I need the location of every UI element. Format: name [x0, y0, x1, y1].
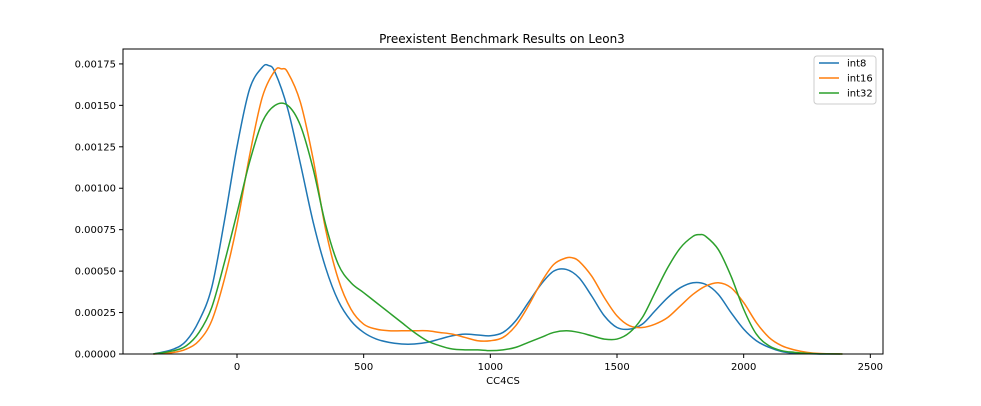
series-line-int32 — [153, 102, 843, 355]
series-line-int8 — [153, 63, 840, 355]
legend-box — [813, 55, 877, 105]
y-tick-label: 0.00125 — [75, 142, 116, 153]
legend: int8 int16 int32 — [813, 55, 877, 105]
series-line-int16 — [153, 67, 843, 355]
x-tick-label: 500 — [354, 362, 373, 373]
y-axis: 0.00000 0.00025 0.00050 0.00075 0.00100 0.001… — [75, 59, 123, 361]
y-tick-label: 0.00000 — [75, 350, 116, 361]
x-tick-label: 2500 — [858, 362, 883, 373]
chart-title: Preexistent Benchmark Results on Leon3 — [379, 32, 625, 46]
x-tick-label: 1000 — [478, 362, 503, 373]
y-tick-label: 0.00150 — [75, 101, 116, 112]
x-axis: 0 500 1000 1500 2000 2500 — [234, 354, 883, 373]
x-axis-label: CC4CS — [486, 376, 520, 387]
legend-label-int32: int32 — [847, 89, 873, 100]
x-tick-label: 0 — [234, 362, 240, 373]
x-tick-label: 1500 — [604, 362, 629, 373]
y-tick-label: 0.00075 — [75, 225, 116, 236]
y-tick-label: 0.00175 — [75, 59, 116, 70]
y-tick-label: 0.00100 — [75, 184, 116, 195]
y-tick-label: 0.00050 — [75, 267, 116, 278]
legend-label-int16: int16 — [847, 74, 873, 85]
y-tick-label: 0.00025 — [75, 308, 116, 319]
axes-frame — [122, 48, 884, 355]
x-tick-label: 2000 — [731, 362, 756, 373]
legend-label-int8: int8 — [847, 59, 866, 70]
plot-area — [153, 63, 843, 355]
